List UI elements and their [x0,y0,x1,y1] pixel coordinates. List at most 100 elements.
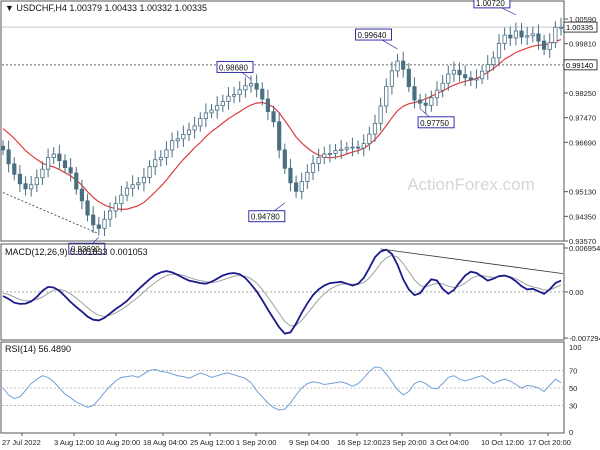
candle-body [496,42,502,59]
candle-body [542,40,547,50]
candle-body [175,138,180,142]
candle-body [553,26,558,44]
candle-body [322,153,327,158]
price-tick-label: 0.99810 [569,40,596,49]
candle-body [372,122,378,135]
rsi-tick-label: 30 [569,402,577,411]
annotation-label: 0.93690 [71,245,100,254]
candle-body [434,89,440,99]
candle-body [192,125,197,131]
candle-body [384,85,389,107]
candle-body [406,68,411,88]
candle-body [271,111,276,123]
macd-signal-line [2,254,562,327]
candle-body [344,147,349,150]
candle-body [265,98,270,113]
candle-body [248,83,254,87]
candle-body [367,133,372,144]
candle-body [361,143,366,149]
candle-body [113,203,118,212]
candle-body [299,181,304,192]
rsi-tick-label: 0 [569,428,573,437]
rsi-tick-label: 100 [569,343,582,352]
candle-body [62,160,68,169]
candle-body [124,187,130,196]
candle-body [530,33,535,37]
candle-body [91,214,96,226]
price-tick-label: 1.00590 [569,15,596,24]
annotation-label: 0.98680 [219,63,248,72]
price-tick-label: 0.95130 [569,188,596,197]
candle-body [508,34,513,39]
candle-body [260,88,265,100]
candle-body [355,146,361,149]
annotation-label: 0.97750 [420,119,449,128]
candle-body [525,35,530,38]
candle-body [12,163,17,175]
candle-body [29,184,34,190]
x-tick-label: 27 Jul 2022 [2,438,41,447]
candle-body [6,149,11,165]
annotation-box [248,210,286,223]
candle-body [46,157,51,170]
rsi-line [2,366,562,411]
candle-body [68,167,73,174]
candle-body [209,109,214,114]
macd-pane: MACD(12,26,9) 0.001833 0.001053 0.006954… [0,243,600,343]
annotation-box [417,116,455,129]
candle-body [378,105,383,124]
candle-body [96,224,101,229]
candle-body [293,182,299,192]
x-tick-label: 17 Oct 20:00 [528,438,571,447]
candle-body [412,86,417,101]
candle-body [0,145,6,151]
candle-body [417,99,423,104]
candle-body [215,105,220,111]
candle-body [220,101,225,107]
candle-body [536,33,541,42]
x-tick-label: 1 Sep 20:00 [236,438,276,447]
candle-body [243,85,248,91]
candle-body [446,73,451,84]
candle-body [147,166,152,178]
candle-body [350,146,355,149]
x-tick-label: 9 Sep 04:00 [289,438,329,447]
candle-body [181,134,186,140]
x-tick-label: 16 Sep 12:00 [337,438,382,447]
candle-body [57,153,62,162]
watermark: ActionForex.com [407,175,535,194]
candle-body [23,183,28,190]
candle-body [136,182,141,186]
annotation-label: 1.00720 [476,0,505,8]
price-tick-label: 0.96690 [569,138,596,147]
candle-body [40,168,45,179]
price-tick-label: 0.97470 [569,114,596,123]
candle-body [429,97,434,106]
x-tick-label: 25 Aug 12:00 [190,438,234,447]
current-price-label: 1.00335 [566,23,593,32]
candle-body [451,69,456,75]
candle-body [468,77,473,81]
candle-body [226,95,231,102]
candle-body [440,82,445,91]
annotation-box [216,60,254,73]
candle-body [316,157,321,164]
rsi-tick-label: 70 [569,366,577,375]
x-tick-label: 10 Aug 20:00 [96,438,140,447]
candle-body [339,148,344,151]
candle-body [141,177,147,184]
candle-body [485,64,490,72]
macd-tick-label: -0.007294 [569,334,600,343]
macd-title: MACD(12,26,9) 0.001833 0.001053 [5,247,148,257]
candle-body [74,172,79,190]
candle-body [513,30,519,39]
macd-tick-label: 0.00 [569,288,584,297]
candle-body [479,70,485,80]
macd-tick-label: 0.006954 [569,244,600,253]
x-tick-label: 18 Aug 04:00 [143,438,187,447]
rsi-pane: RSI(14) 56.4890 100 70 50 30 0 [0,341,582,437]
candle-body [288,167,293,184]
annotation-label: 0.99640 [358,31,387,40]
candle-body [198,118,203,127]
candle-body [305,171,310,182]
